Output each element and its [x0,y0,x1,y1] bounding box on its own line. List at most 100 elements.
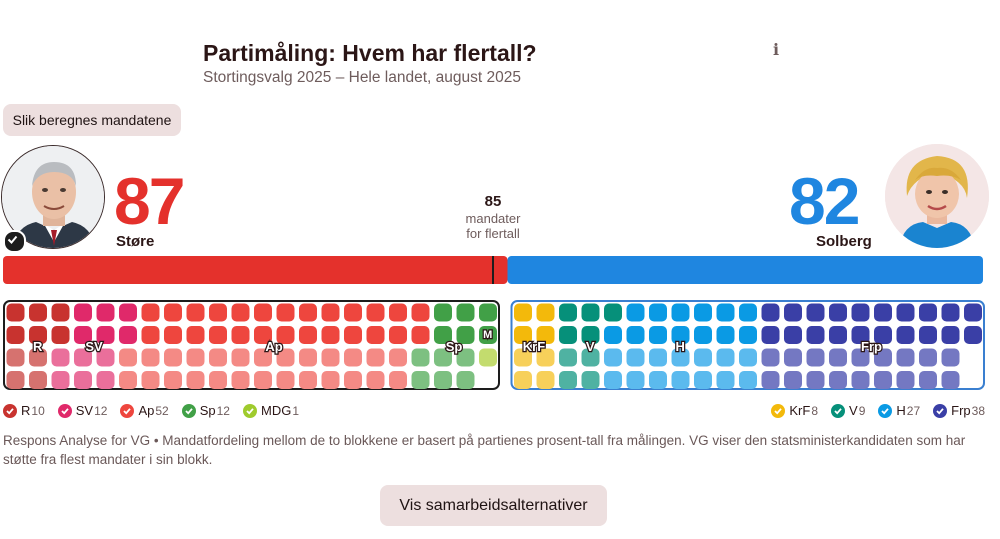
seat-ap [276,326,295,344]
party-seats-frp [761,303,982,389]
seat-h [671,371,690,389]
seat-h [604,326,622,344]
seat-r [29,303,47,322]
seat-ap [411,326,430,344]
seat-v [581,303,600,322]
checkbox-icon[interactable] [120,403,135,418]
seat-h [649,348,667,367]
seat-ap [231,371,250,389]
seat-v [559,326,577,344]
seat-ap [321,326,340,344]
seat-h [739,348,757,367]
left-bloc-frame [3,300,500,390]
left-candidate-name: Støre [116,233,155,250]
party-seats-sp [411,303,497,389]
legend-item-frp[interactable]: Frp 38 [933,403,985,418]
legend-party-name: V [849,403,858,418]
seat-ap [299,348,317,367]
seat-h [694,348,712,367]
seat-krf [536,326,555,344]
legend-item-h[interactable]: H 27 [878,403,920,418]
seat-sv [74,303,92,322]
checkbox-icon[interactable] [933,403,948,418]
seat-h [604,371,622,389]
seat-ap [344,303,362,322]
seat-frp [829,326,847,344]
seat-r [6,371,25,389]
seat-ap [344,326,362,344]
legend-item-r[interactable]: R 10 [3,403,45,418]
seat-h [694,371,712,389]
seat-r [29,326,47,344]
party-seats-ap [119,303,430,389]
party-seats-mdg [479,348,497,367]
seat-krf [514,348,532,367]
bar-right-bloc [507,256,983,284]
seat-h [739,371,757,389]
seat-krf [536,303,555,322]
seat-frp [919,348,937,367]
checkbox-icon[interactable] [878,403,893,418]
seat-h [649,303,667,322]
checkbox-icon[interactable] [771,403,786,418]
seat-v [559,303,577,322]
checkbox-icon[interactable] [3,403,17,418]
legend-item-ap[interactable]: Ap 52 [120,403,169,418]
legend-item-sv[interactable]: SV 12 [57,403,108,418]
checkbox-icon[interactable] [242,403,257,418]
seat-sp [456,303,475,322]
seat-sp [411,371,430,389]
seat-frp [851,326,870,344]
party-seats-r [6,303,70,389]
seat-ap [366,371,385,389]
seat-sp [479,303,497,322]
seat-ap [164,371,182,389]
seat-ap [231,348,250,367]
info-icon[interactable]: i [772,40,780,59]
legend-seat-count: 12 [94,403,108,418]
legend-left: R 10 SV 12 Ap 52 Sp 12 MDG 1 [3,403,299,418]
checkbox-icon[interactable] [57,403,72,418]
legend-item-sp[interactable]: Sp 12 [181,403,230,418]
seat-sp [434,326,452,344]
seat-ap [411,303,430,322]
party-label-frp: Frp [861,339,882,354]
legend-seat-count: 10 [31,403,45,418]
legend-item-mdg[interactable]: MDG 1 [242,403,299,418]
seat-frp [874,371,892,389]
show-alternatives-button[interactable]: Vis samarbeidsalternativer [380,485,607,526]
seat-h [716,348,735,367]
seat-r [29,371,47,389]
how-seats-calculated-button[interactable]: Slik beregnes mandatene [3,104,181,136]
legend-item-krf[interactable]: KrF 8 [771,403,818,418]
seat-h [671,348,690,367]
seat-v [581,371,600,389]
majority-label-line2: for flertall [466,226,520,241]
seat-h [694,303,712,322]
seat-ap [186,348,205,367]
seat-frp [941,303,960,322]
seat-frp [851,303,870,322]
seat-frp [964,326,982,344]
seat-ap [366,303,385,322]
seat-h [739,303,757,322]
checkbox-icon[interactable] [181,403,196,418]
legend-seat-count: 8 [811,403,819,418]
seat-frp [919,326,937,344]
seat-v [604,303,622,322]
seat-ap [276,371,295,389]
seat-frp [784,303,802,322]
portrait-solberg-image [885,144,989,248]
seat-frp [784,371,802,389]
seat-ap [209,303,227,322]
seat-ap [321,371,340,389]
seat-h [694,326,712,344]
seat-sv [74,326,92,344]
seat-ap [299,326,317,344]
seat-ap [141,326,160,344]
seat-ap [344,371,362,389]
seat-frp [964,303,982,322]
checkbox-icon[interactable] [831,403,846,418]
party-label-sp: Sp [446,339,463,354]
